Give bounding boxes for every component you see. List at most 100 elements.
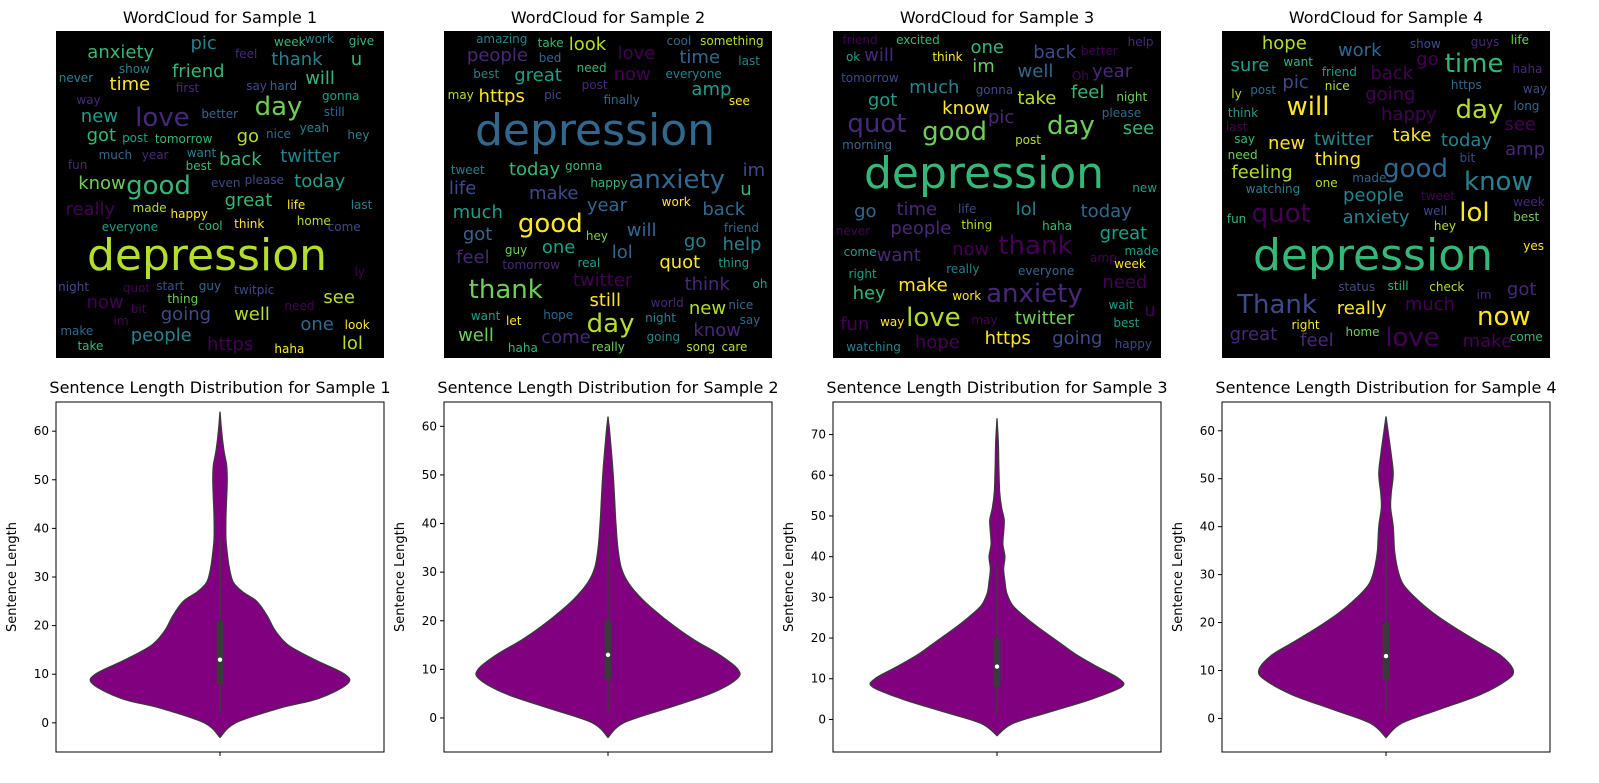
wordcloud-word: depression (1253, 229, 1494, 281)
y-tick-label: 0 (1207, 711, 1215, 725)
wordcloud-word: twitter (1313, 129, 1374, 151)
wordcloud-word: day (1046, 110, 1095, 141)
wordcloud-word: say (246, 78, 267, 93)
wordcloud-word: thing (167, 292, 199, 307)
wordcloud-word: now (613, 64, 651, 86)
violin-iqr-box (1382, 622, 1390, 681)
wordcloud-word: tomorrow (841, 70, 899, 85)
wordcloud-word: day (586, 309, 635, 340)
wordcloud-word: right (848, 266, 877, 281)
wordcloud-word: feel (1070, 81, 1105, 103)
wordcloud-word: people (1342, 185, 1404, 207)
wordcloud-word: ly (1231, 86, 1242, 101)
wordcloud-word: feel (456, 247, 490, 269)
wordcloud-word: time (109, 74, 151, 96)
y-axis-label: Sentence Length (782, 522, 797, 632)
wordcloud-word: happy (1114, 337, 1152, 352)
wordcloud-word: work (304, 32, 334, 47)
wordcloud-word: even (211, 175, 241, 190)
violin-median-dot (994, 664, 1000, 669)
wordcloud-word: best (1513, 209, 1540, 224)
wordcloud-word: think (1227, 106, 1259, 121)
wordcloud-word: last (1225, 119, 1248, 134)
wordcloud-word: twitpic (234, 283, 275, 298)
wordcloud-word: let (506, 313, 522, 328)
wordcloud-word: much (909, 77, 960, 99)
wordcloud-word: depression (475, 105, 716, 157)
wordcloud-word: good (1383, 154, 1448, 185)
wordcloud-word: never (58, 71, 94, 86)
violin-title: Sentence Length Distribution for Sample … (1215, 378, 1557, 397)
wordcloud-word: start (156, 278, 185, 293)
wordcloud-word: new (80, 105, 119, 127)
wordcloud-word: quot (847, 109, 907, 140)
wordcloud-word: need (1102, 272, 1148, 294)
wordcloud-word: im (113, 314, 129, 329)
wordcloud-word: guy (504, 243, 528, 258)
wordcloud-word: post (1250, 82, 1277, 97)
wordcloud-word: home (1345, 325, 1380, 340)
y-tick-label: 10 (422, 662, 437, 676)
wordcloud-word: yes (1523, 239, 1544, 254)
wordcloud-word: pic (544, 87, 562, 102)
wordcloud-title: WordCloud for Sample 1 (122, 8, 318, 27)
wordcloud-word: gonna (322, 88, 360, 103)
wordcloud-word: really (591, 340, 625, 355)
wordcloud-word: cool (198, 219, 223, 234)
wordcloud-word: post (122, 131, 148, 146)
wordcloud-word: excited (896, 33, 940, 48)
wordcloud-word: hope (543, 307, 574, 322)
wordcloud-word: make (1462, 330, 1513, 352)
wordcloud-word: will (305, 68, 335, 90)
wordcloud-word: hope (1261, 32, 1307, 54)
wordcloud-word: come (541, 327, 591, 349)
y-tick-label: 0 (41, 716, 49, 730)
wordcloud-word: ly (354, 265, 366, 280)
wordcloud-word: need (576, 61, 607, 76)
wordcloud-word: better (201, 107, 239, 122)
wordcloud-word: life (958, 202, 977, 217)
wordcloud-title: WordCloud for Sample 2 (510, 8, 706, 27)
wordcloud-word: today (1440, 129, 1493, 151)
wordcloud-word: see (1122, 117, 1155, 139)
wordcloud-word: everyone (101, 220, 158, 235)
y-tick-label: 40 (34, 521, 49, 535)
wordcloud-word: hey (347, 128, 370, 143)
wordcloud-word: work (661, 195, 691, 210)
wordcloud-word: better (1080, 44, 1118, 59)
wordcloud-word: everyone (1018, 263, 1075, 278)
wordcloud-word: well (458, 324, 494, 346)
wordcloud-word: people (466, 45, 528, 67)
wordcloud-word: anxiety (986, 279, 1083, 310)
wordcloud-sample-1: depression day love good thank one know today fr… (56, 31, 384, 358)
wordcloud-word: back (1033, 41, 1077, 63)
wordcloud-word: https (1450, 77, 1482, 92)
wordcloud-word: much (1404, 294, 1456, 316)
wordcloud-word: still (589, 289, 621, 311)
y-tick-label: 0 (429, 711, 437, 725)
wordcloud-word: bit (1459, 151, 1476, 166)
violin-iqr-box (993, 638, 1001, 687)
wordcloud-word: may (447, 88, 474, 103)
y-tick-label: 40 (422, 517, 437, 531)
wordcloud-word: say (1234, 132, 1255, 147)
wordcloud-word: now (952, 238, 990, 260)
wordcloud-word: say (739, 312, 761, 327)
violin-iqr-box (216, 620, 224, 684)
y-tick-label: 50 (34, 473, 49, 487)
wordcloud-word: twitter (280, 145, 340, 167)
y-tick-label: 50 (422, 468, 437, 482)
y-tick-label: 10 (34, 667, 49, 681)
wordcloud-word: https (207, 334, 254, 356)
wordcloud-word: really (65, 199, 116, 221)
wordcloud-word: thank (271, 49, 323, 71)
wordcloud-word: know (942, 98, 990, 120)
wordcloud-word: pic (190, 32, 217, 54)
wordcloud-word: im (742, 159, 766, 181)
y-tick-label: 50 (1200, 472, 1215, 486)
y-tick-label: 20 (34, 619, 49, 633)
wordcloud-word: new (688, 297, 727, 319)
wordcloud-word: take (77, 338, 104, 353)
y-tick-label: 20 (811, 631, 826, 645)
wordcloud-word: tomorrow (154, 131, 213, 146)
